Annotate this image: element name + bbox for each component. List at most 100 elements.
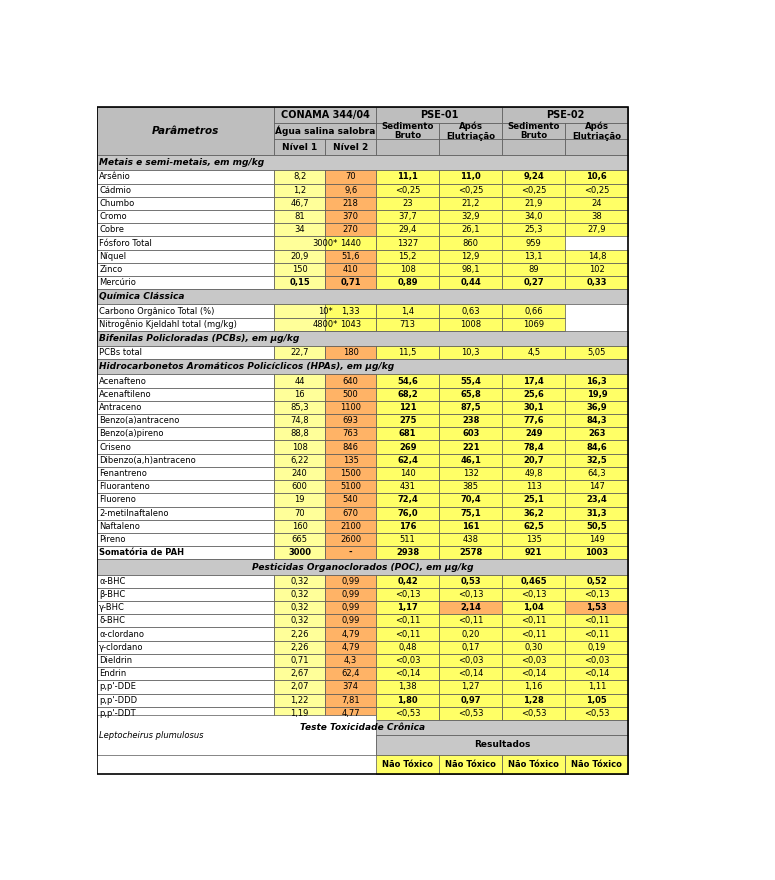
Text: 270: 270 bbox=[343, 225, 359, 234]
Text: 4800*: 4800* bbox=[312, 319, 338, 329]
Text: 2938: 2938 bbox=[396, 548, 419, 557]
Bar bbox=[376, 467, 439, 480]
Text: 4,79: 4,79 bbox=[342, 642, 360, 652]
Bar bbox=[376, 588, 439, 601]
Bar bbox=[376, 139, 439, 155]
Bar bbox=[326, 250, 376, 263]
Text: 140: 140 bbox=[400, 469, 415, 478]
Text: 102: 102 bbox=[589, 265, 604, 274]
Bar bbox=[274, 601, 326, 614]
Text: 30,1: 30,1 bbox=[524, 403, 544, 412]
Text: 600: 600 bbox=[291, 482, 308, 491]
Bar bbox=[439, 197, 502, 210]
Text: Não Tóxico: Não Tóxico bbox=[446, 760, 496, 769]
Text: 62,4: 62,4 bbox=[342, 669, 360, 678]
Text: <0,13: <0,13 bbox=[584, 590, 610, 599]
Text: Antraceno: Antraceno bbox=[99, 403, 143, 412]
Bar bbox=[326, 184, 376, 197]
Bar bbox=[565, 601, 629, 614]
Bar bbox=[274, 414, 326, 428]
Bar bbox=[439, 546, 502, 560]
Bar bbox=[326, 171, 376, 184]
Bar bbox=[439, 454, 502, 467]
Bar bbox=[326, 454, 376, 467]
Bar bbox=[376, 614, 439, 627]
Text: Cobre: Cobre bbox=[99, 225, 124, 234]
Bar bbox=[502, 693, 565, 707]
Bar bbox=[274, 428, 326, 441]
Text: 70,4: 70,4 bbox=[460, 495, 481, 504]
Bar bbox=[326, 614, 376, 627]
Text: 32,9: 32,9 bbox=[462, 212, 480, 221]
Bar bbox=[274, 614, 326, 627]
Text: 6,22: 6,22 bbox=[291, 456, 308, 465]
Bar bbox=[565, 276, 629, 290]
Bar bbox=[439, 388, 502, 401]
Bar bbox=[97, 359, 629, 374]
Bar bbox=[439, 641, 502, 654]
Text: 135: 135 bbox=[526, 535, 542, 544]
Text: 10*: 10* bbox=[318, 306, 332, 316]
Text: 1,4: 1,4 bbox=[401, 306, 415, 316]
Text: 2,26: 2,26 bbox=[291, 642, 308, 652]
Text: 1,04: 1,04 bbox=[523, 603, 544, 612]
Text: 0,32: 0,32 bbox=[291, 590, 308, 599]
Text: Nível 1: Nível 1 bbox=[282, 143, 317, 151]
Bar bbox=[565, 414, 629, 428]
Text: 500: 500 bbox=[343, 390, 359, 399]
Text: 4,3: 4,3 bbox=[344, 656, 357, 665]
Text: Dieldrin: Dieldrin bbox=[99, 656, 133, 665]
Bar bbox=[565, 441, 629, 454]
Text: Hidrocarbonetos Aromáticos Policíclicos (HPAs), em µg/kg: Hidrocarbonetos Aromáticos Policíclicos … bbox=[99, 363, 394, 371]
Bar bbox=[326, 588, 376, 601]
Text: 374: 374 bbox=[343, 682, 359, 692]
Bar bbox=[97, 467, 274, 480]
Bar bbox=[439, 441, 502, 454]
Bar bbox=[565, 123, 629, 139]
Bar bbox=[274, 654, 326, 667]
Text: 36,2: 36,2 bbox=[523, 509, 544, 517]
Text: 17,4: 17,4 bbox=[523, 377, 544, 385]
Bar bbox=[97, 155, 629, 171]
Text: Fluoranteno: Fluoranteno bbox=[99, 482, 150, 491]
Bar bbox=[274, 224, 326, 237]
Text: 0,66: 0,66 bbox=[525, 306, 543, 316]
Text: <0,03: <0,03 bbox=[395, 656, 421, 665]
Bar bbox=[565, 250, 629, 263]
Bar bbox=[502, 520, 565, 533]
Bar bbox=[502, 318, 565, 331]
Text: γ-BHC: γ-BHC bbox=[99, 603, 125, 612]
Bar bbox=[274, 575, 326, 588]
Text: 51,6: 51,6 bbox=[342, 252, 360, 260]
Text: Chumbo: Chumbo bbox=[99, 199, 135, 208]
Text: 269: 269 bbox=[399, 443, 416, 451]
Bar bbox=[565, 184, 629, 197]
Text: Zinco: Zinco bbox=[99, 265, 122, 274]
Text: Carbono Orgânico Total (%): Carbono Orgânico Total (%) bbox=[99, 306, 215, 316]
Text: 11,0: 11,0 bbox=[460, 172, 481, 181]
Text: Nitrogênio Kjeldahl total (mg/kg): Nitrogênio Kjeldahl total (mg/kg) bbox=[99, 319, 237, 329]
Bar bbox=[376, 494, 439, 507]
Text: <0,25: <0,25 bbox=[521, 186, 546, 194]
Bar bbox=[97, 480, 274, 494]
Text: 640: 640 bbox=[343, 377, 359, 385]
Text: 431: 431 bbox=[400, 482, 415, 491]
Bar bbox=[376, 414, 439, 428]
Text: 176: 176 bbox=[399, 522, 416, 531]
Bar bbox=[376, 374, 439, 388]
Bar bbox=[274, 318, 376, 331]
Bar bbox=[97, 533, 274, 546]
Bar bbox=[439, 139, 502, 155]
Bar bbox=[97, 388, 274, 401]
Bar bbox=[326, 601, 376, 614]
Bar bbox=[97, 454, 274, 467]
Bar bbox=[502, 197, 565, 210]
Text: 921: 921 bbox=[525, 548, 542, 557]
Text: 31,3: 31,3 bbox=[587, 509, 607, 517]
Bar bbox=[376, 680, 439, 693]
Text: Somatória de PAH: Somatória de PAH bbox=[99, 548, 184, 557]
Text: 81: 81 bbox=[294, 212, 305, 221]
Bar bbox=[439, 601, 502, 614]
Bar bbox=[274, 304, 376, 318]
Text: Pireno: Pireno bbox=[99, 535, 126, 544]
